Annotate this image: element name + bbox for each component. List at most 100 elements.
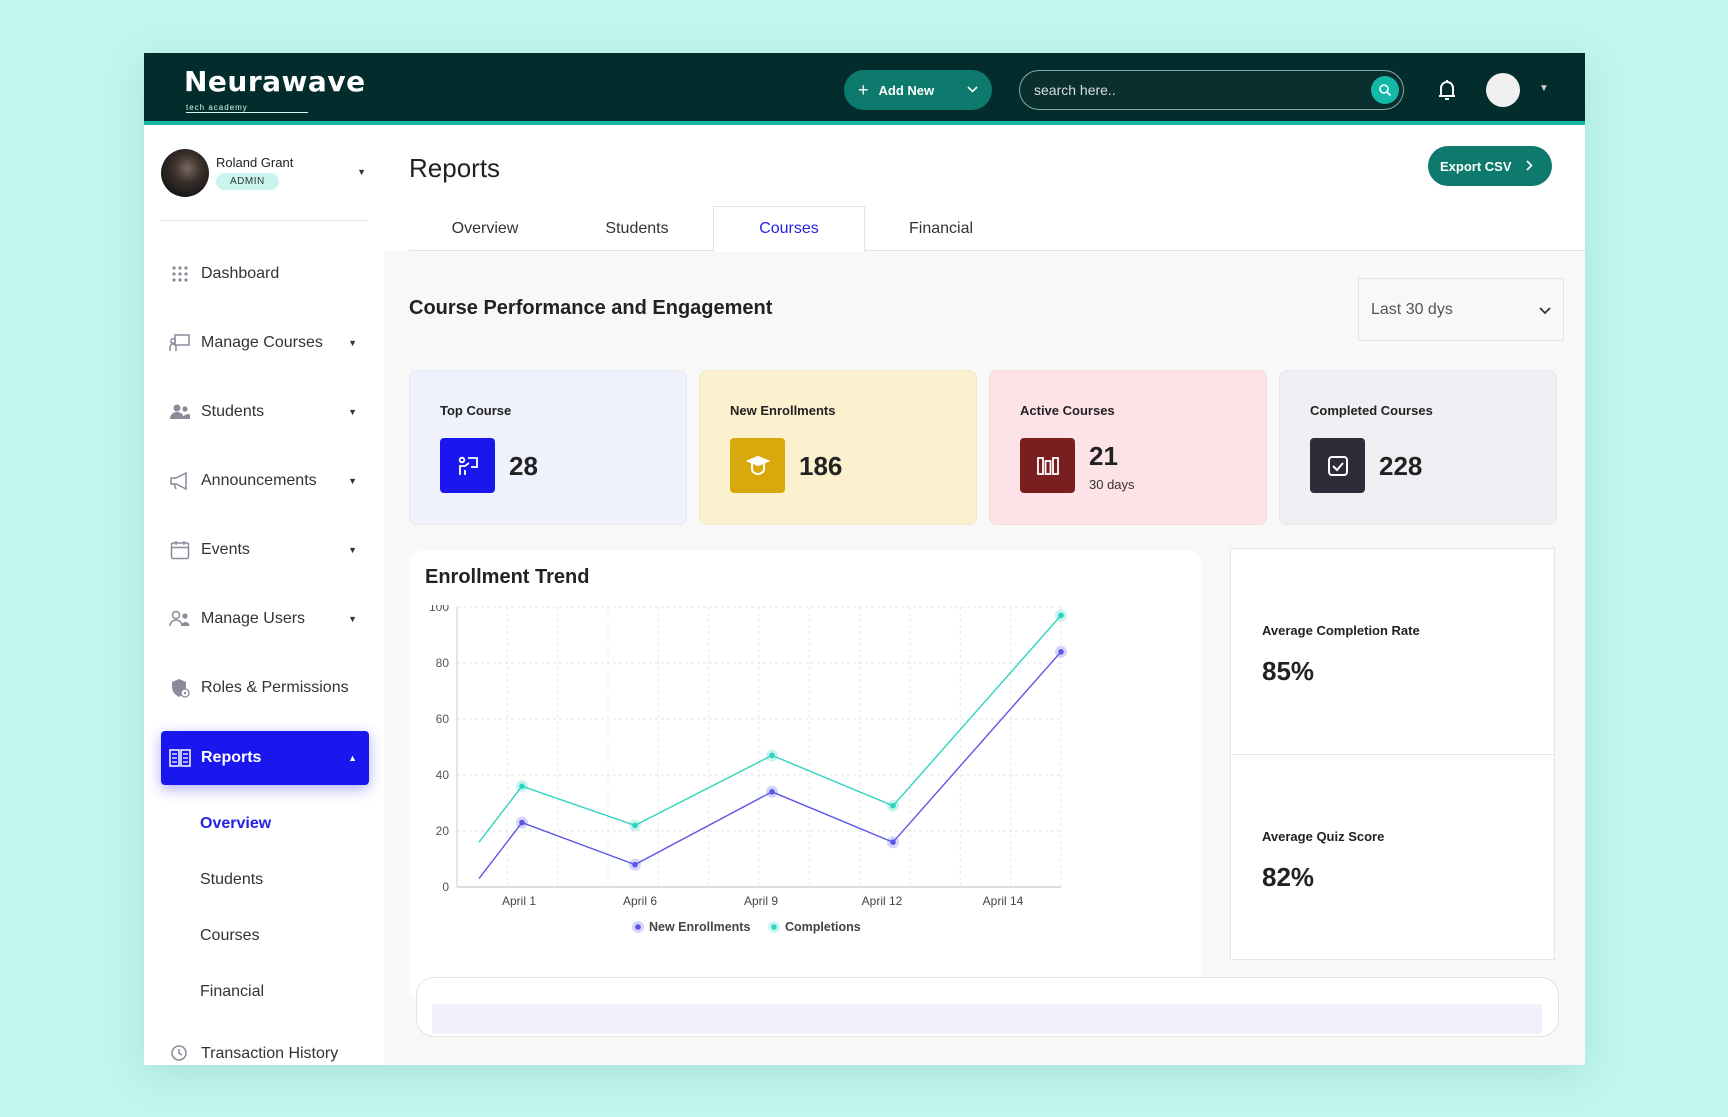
transaction-icon (169, 1043, 191, 1065)
new-enrollments-card[interactable]: New Enrollments 186 (699, 370, 977, 525)
tab-students[interactable]: Students (605, 219, 669, 237)
stat-label: Average Completion Rate (1262, 623, 1420, 638)
presentation-icon (440, 438, 495, 493)
search-bar (1019, 70, 1404, 110)
caret-down-icon[interactable]: ▼ (357, 167, 366, 177)
caret-down-icon[interactable]: ▼ (1539, 83, 1549, 94)
sidebar-item-label: Manage Courses (201, 334, 323, 351)
search-input[interactable] (1034, 71, 1354, 108)
tab-financial[interactable]: Financial (908, 219, 974, 237)
card-value: 28 (509, 451, 538, 481)
sidebar-item-transaction-history[interactable]: Transaction History (161, 1027, 369, 1065)
sidebar-item-label: Students (201, 403, 265, 420)
stat-value: 82% (1262, 862, 1315, 892)
divider (161, 220, 368, 221)
add-new-button[interactable]: + Add New (844, 70, 992, 110)
caret-down-icon: ▼ (348, 614, 357, 624)
y-tick-label: 0 (442, 880, 449, 894)
sidebar-subitem-courses[interactable]: Courses (200, 927, 260, 944)
period-select[interactable]: Last 30 dys (1358, 278, 1564, 341)
tab-bar: Overview Students Courses Financial (409, 206, 1585, 252)
export-csv-button[interactable]: Export CSV (1428, 146, 1552, 186)
card-label: Active Courses (1020, 403, 1115, 418)
sidebar-item-label: Dashboard (201, 265, 280, 282)
y-tick-label: 40 (436, 768, 450, 782)
completion-rate-box: Average Completion Rate 85% (1230, 548, 1555, 756)
sidebar-item-label: Transaction History (201, 1045, 339, 1062)
card-value: 228 (1379, 451, 1423, 481)
data-point (519, 783, 525, 789)
profile-avatar (161, 149, 209, 197)
export-label: Export CSV (1440, 158, 1512, 174)
card-value: 186 (799, 451, 843, 481)
calendar-icon (169, 539, 191, 561)
users-icon (169, 401, 191, 423)
shield-icon (169, 677, 191, 699)
bottom-panel (416, 977, 1559, 1037)
quiz-score-box: Average Quiz Score 82% (1230, 754, 1555, 960)
legend-marker (635, 924, 641, 930)
sidebar-item-roles-permissions[interactable]: Roles & Permissions (161, 661, 369, 715)
y-tick-label: 20 (436, 824, 450, 838)
brand-logo[interactable]: Neurawave tech academy (184, 65, 366, 113)
sidebar-item-manage-users[interactable]: Manage Users ▼ (161, 592, 369, 646)
sidebar-subitem-overview[interactable]: Overview (200, 815, 272, 832)
sidebar-item-announcements[interactable]: Announcements ▼ (161, 454, 369, 508)
user-avatar[interactable] (1486, 73, 1520, 107)
period-value: Last 30 dys (1371, 300, 1453, 318)
sidebar-subitem-students[interactable]: Students (200, 871, 264, 888)
sidebar-subitem-financial[interactable]: Financial (200, 983, 265, 1000)
search-icon[interactable] (1371, 76, 1399, 104)
report-icon (169, 747, 191, 769)
y-tick-label: 80 (436, 656, 450, 670)
sidebar-item-dashboard[interactable]: Dashboard (161, 247, 369, 301)
sidebar-item-reports[interactable]: Reports ▲ (161, 731, 369, 785)
data-point (890, 803, 896, 809)
top-course-card[interactable]: Top Course 28 (409, 370, 687, 525)
caret-down-icon: ▼ (348, 545, 357, 555)
logo-subtitle: tech academy (186, 103, 308, 113)
sidebar-item-label: Manage Users (201, 610, 306, 627)
card-value: 21 (1089, 441, 1118, 471)
books-icon (1020, 438, 1075, 493)
app-window: Neurawave tech academy + Add New ▼ Rolan… (144, 53, 1585, 1065)
page-header: Reports Export CSV Overview Students Cou… (384, 129, 1585, 252)
profile-name: Roland Grant (216, 155, 294, 170)
tab-overview[interactable]: Overview (451, 219, 519, 237)
graduation-cap-icon (730, 438, 785, 493)
sidebar: Roland Grant ADMIN ▼ Dashboard Manage Co… (144, 129, 384, 1065)
add-new-label: Add New (878, 82, 935, 98)
main-content: Reports Export CSV Overview Students Cou… (384, 129, 1585, 1065)
x-tick-label: April 1 (502, 894, 536, 908)
data-point (632, 822, 638, 829)
data-point (632, 861, 638, 868)
sidebar-item-events[interactable]: Events ▼ (161, 523, 369, 577)
tab-courses[interactable]: Courses (713, 206, 865, 252)
profile-card[interactable]: Roland Grant ADMIN ▼ (161, 149, 366, 197)
sidebar-item-manage-courses[interactable]: Manage Courses ▼ (161, 316, 369, 370)
sidebar-item-label: Events (201, 541, 250, 558)
caret-up-icon: ▲ (348, 753, 357, 763)
sidebar-item-label: Reports (201, 749, 262, 766)
sidebar-item-label: Announcements (201, 472, 317, 489)
completed-courses-card[interactable]: Completed Courses 228 (1279, 370, 1557, 525)
logo-text: Neurawave (184, 65, 366, 98)
data-point (1058, 612, 1064, 619)
active-courses-card[interactable]: Active Courses 21 30 days (989, 370, 1267, 525)
chevron-right-icon (1525, 159, 1533, 174)
card-label: Completed Courses (1310, 403, 1433, 418)
caret-down-icon: ▼ (348, 476, 357, 486)
page-title: Reports (409, 153, 501, 183)
grid-icon (169, 263, 191, 285)
classroom-icon (169, 332, 191, 354)
data-point (519, 819, 525, 826)
y-tick-label: 60 (436, 712, 450, 726)
sidebar-item-students[interactable]: Students ▼ (161, 385, 369, 439)
bell-icon[interactable] (1434, 77, 1460, 103)
megaphone-icon (169, 470, 191, 492)
bottom-panel-header (432, 1004, 1542, 1034)
data-point (769, 752, 775, 759)
legend-label: New Enrollments (649, 920, 750, 934)
series-line (478, 651, 1062, 880)
card-subtext: 30 days (1089, 477, 1135, 492)
